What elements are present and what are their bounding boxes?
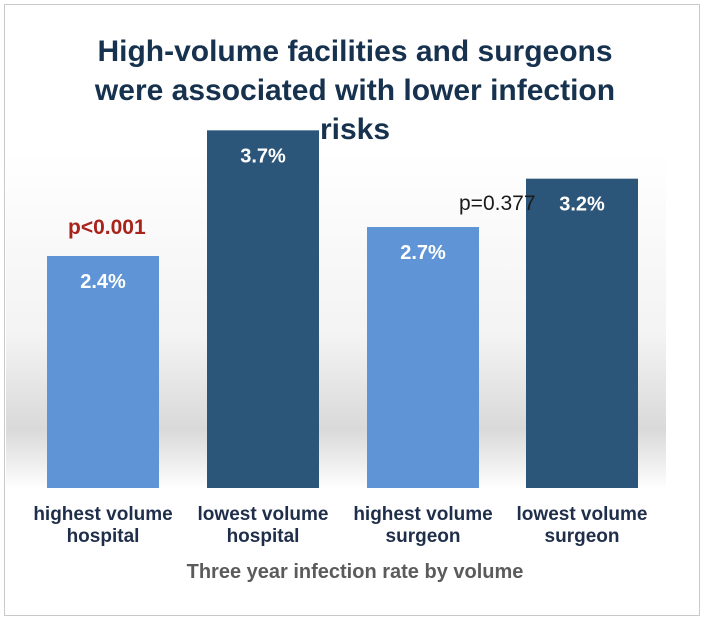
bar-value-label-2: 3.7% — [240, 145, 286, 167]
x-tick-label-4: lowest volume surgeon — [502, 504, 662, 548]
p-value-annotation-hospital: p<0.001 — [68, 216, 146, 239]
bar-value-label-4: 3.2% — [559, 194, 605, 216]
x-tick-label-3: highest volume surgeon — [343, 504, 503, 548]
x-tick-label-line: lowest volume — [516, 504, 648, 525]
p-value-annotation-surgeon: p=0.377 — [459, 192, 536, 215]
x-tick-label-line: hospital — [66, 526, 140, 547]
chart-title: High-volume facilities and surgeons were… — [94, 35, 616, 146]
x-tick-label-line: hospital — [226, 526, 300, 547]
bar-4 — [526, 178, 638, 488]
x-axis-title: Three year infection rate by volume — [186, 561, 524, 583]
bar-2 — [207, 130, 319, 489]
x-tick-label-line: surgeon — [385, 526, 461, 547]
x-tick-label-2: lowest volume hospital — [183, 504, 343, 548]
bar-1 — [47, 256, 159, 488]
bar-3 — [367, 227, 479, 488]
x-tick-label-line: lowest volume — [197, 504, 329, 525]
x-tick-label-line: highest volume — [33, 504, 173, 525]
bar-value-label-1: 2.4% — [80, 271, 126, 293]
x-tick-label-1: highest volume hospital — [23, 504, 183, 548]
x-tick-label-line: highest volume — [353, 504, 493, 525]
bar-value-label-3: 2.7% — [400, 242, 446, 264]
x-tick-label-line: surgeon — [544, 526, 620, 547]
